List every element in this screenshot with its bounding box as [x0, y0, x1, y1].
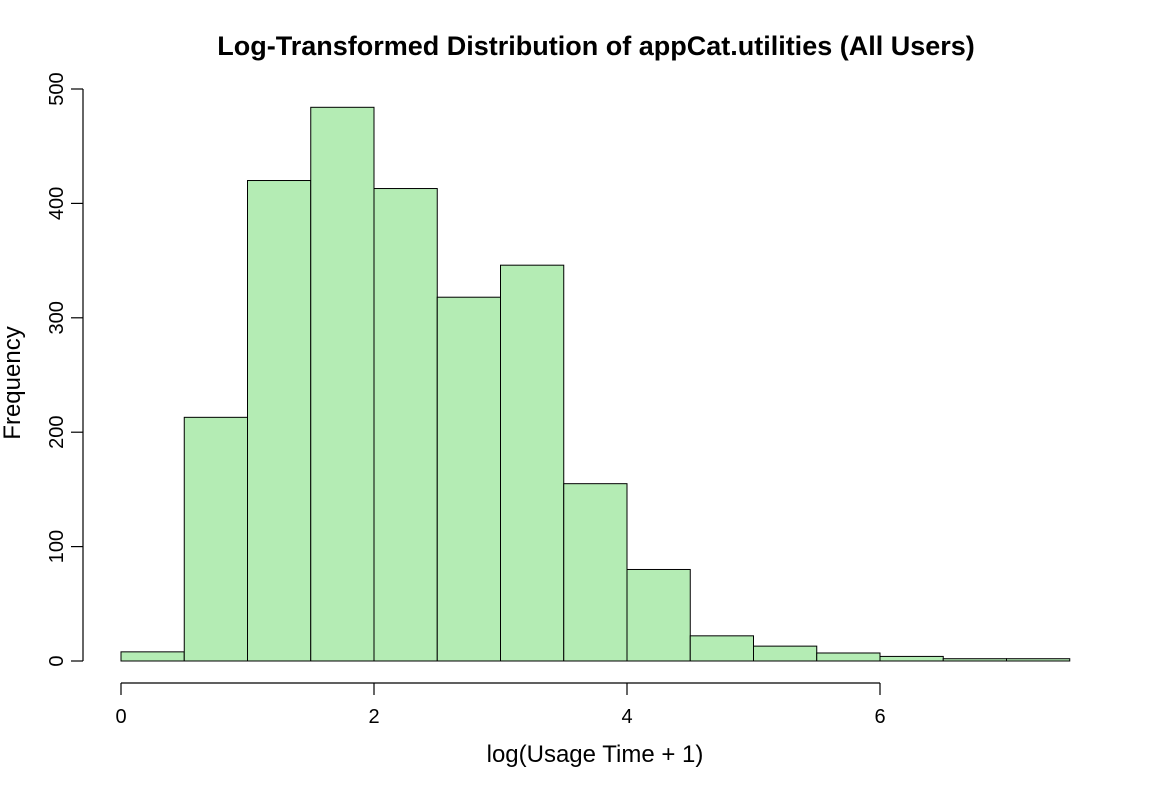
histogram-bar-13 [942, 658, 1007, 662]
chart-title: Log-Transformed Distribution of appCat.u… [217, 31, 975, 61]
bars-group [120, 106, 1071, 662]
histogram-bar-7 [563, 483, 628, 662]
histogram-bar-12 [879, 655, 944, 662]
x-axis: 0 2 4 6 [115, 682, 886, 728]
histogram-bar-1 [183, 416, 248, 662]
histogram-bar-10 [753, 645, 818, 662]
y-tick-label-5: 500 [46, 72, 68, 105]
y-tick-label-4: 400 [46, 187, 68, 220]
histogram-bar-8 [626, 568, 691, 662]
histogram-bar-6 [500, 264, 565, 662]
x-tick-label-3: 6 [874, 706, 885, 728]
y-tick-label-3: 300 [46, 301, 68, 334]
y-tick-label-1: 100 [46, 530, 68, 563]
histogram-bar-14 [1006, 658, 1071, 662]
y-axis: 0 100 200 300 400 500 [46, 72, 84, 667]
x-tick-label-2: 4 [621, 706, 632, 728]
y-tick-label-0: 0 [46, 655, 68, 666]
histogram-bar-11 [816, 652, 881, 662]
x-tick-label-1: 2 [368, 706, 379, 728]
histogram-bar-4 [373, 188, 438, 662]
histogram-bar-3 [310, 106, 375, 662]
histogram-bar-9 [689, 635, 754, 662]
x-axis-label: log(Usage Time + 1) [487, 741, 704, 768]
histogram-bar-0 [120, 651, 185, 662]
x-tick-label-0: 0 [115, 706, 126, 728]
y-axis-label: Frequency [0, 326, 26, 439]
histogram-bar-2 [247, 180, 312, 662]
histogram-bar-5 [436, 296, 501, 662]
y-tick-label-2: 200 [46, 416, 68, 449]
